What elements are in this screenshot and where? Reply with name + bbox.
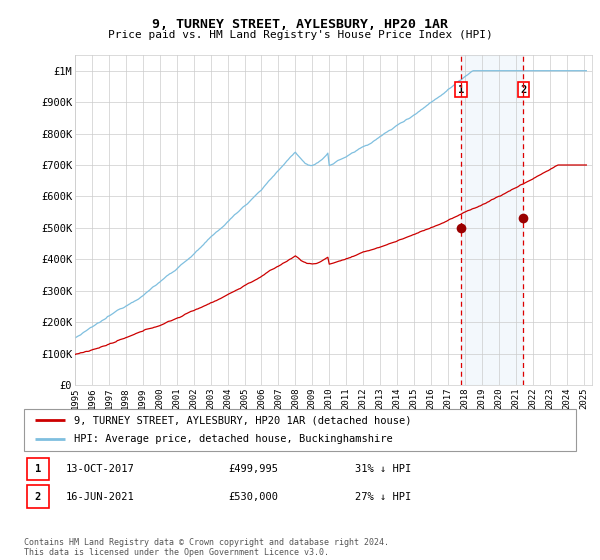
Text: Price paid vs. HM Land Registry's House Price Index (HPI): Price paid vs. HM Land Registry's House … [107,30,493,40]
Text: 9, TURNEY STREET, AYLESBURY, HP20 1AR: 9, TURNEY STREET, AYLESBURY, HP20 1AR [152,18,448,31]
Text: Contains HM Land Registry data © Crown copyright and database right 2024.
This d: Contains HM Land Registry data © Crown c… [24,538,389,557]
Text: 9, TURNEY STREET, AYLESBURY, HP20 1AR (detached house): 9, TURNEY STREET, AYLESBURY, HP20 1AR (d… [74,415,411,425]
Text: 1: 1 [458,85,464,95]
Text: 16-JUN-2021: 16-JUN-2021 [65,492,134,502]
FancyBboxPatch shape [27,486,49,508]
Text: 13-OCT-2017: 13-OCT-2017 [65,464,134,474]
Text: £499,995: £499,995 [228,464,278,474]
Bar [461,55,523,385]
Text: 27% ↓ HPI: 27% ↓ HPI [355,492,412,502]
Text: 31% ↓ HPI: 31% ↓ HPI [355,464,412,474]
Text: £530,000: £530,000 [228,492,278,502]
Text: 2: 2 [35,492,41,502]
Text: 1: 1 [35,464,41,474]
Text: 2: 2 [520,85,526,95]
FancyBboxPatch shape [27,458,49,480]
Text: HPI: Average price, detached house, Buckinghamshire: HPI: Average price, detached house, Buck… [74,435,392,445]
